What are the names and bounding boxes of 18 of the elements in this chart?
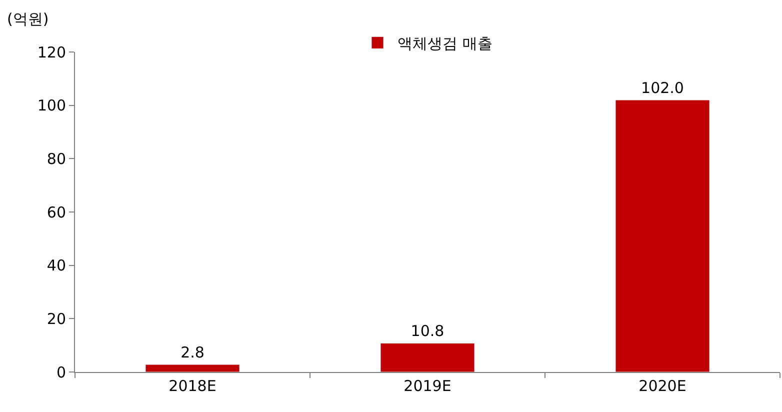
bar [145,364,240,372]
y-tick-label: 40 [46,256,66,275]
bar [380,342,475,372]
x-tick-label: 2018E [168,377,216,395]
x-tick-label: 2020E [638,377,686,395]
x-tick-label: 2019E [404,377,452,395]
data-label: 2.8 [180,344,204,362]
legend-label: 액체생검 매출 [398,34,492,52]
y-tick-label: 0 [56,363,66,382]
y-tick-label: 80 [46,150,66,168]
y-tick-label: 120 [37,43,66,62]
y-tick-label: 60 [46,203,66,222]
data-label: 10.8 [410,322,444,340]
y-tick-label: 100 [37,96,66,115]
data-label: 102.0 [641,79,684,97]
bar [615,100,710,372]
y-tick-label: 20 [46,310,66,328]
y-axis-title: (억원) [7,10,49,28]
